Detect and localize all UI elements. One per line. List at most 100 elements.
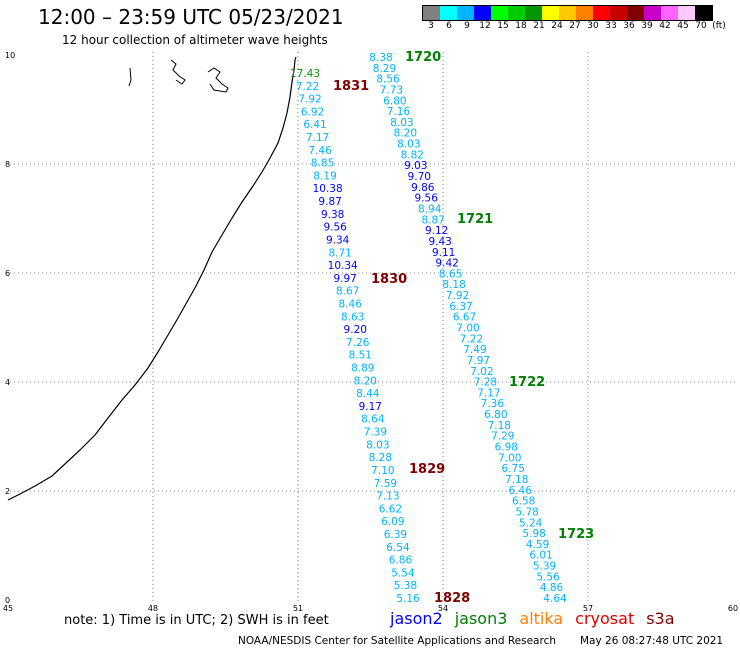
wave-height-value: 7.59: [374, 478, 397, 490]
y-tick-label: 8: [5, 160, 10, 169]
wave-height-value: 8.19: [313, 170, 336, 182]
x-tick-label: 45: [3, 604, 13, 613]
wave-height-value: 5.38: [394, 580, 417, 592]
altimeter-tracks: 17.437.227.926.926.417.177.468.858.1910.…: [290, 52, 567, 605]
wave-height-value: 7.02: [470, 366, 493, 378]
islands: [128, 59, 229, 93]
legend-swatch: [525, 6, 542, 20]
wave-height-value: 5.24: [519, 517, 543, 529]
y-tick-label: 10: [5, 51, 15, 60]
legend-label: 15: [497, 21, 509, 31]
wave-height-value: 4.59: [526, 539, 549, 551]
legend-label: 18: [515, 21, 527, 31]
wave-height-value: 4.64: [543, 593, 567, 605]
legend-label: 39: [641, 21, 653, 31]
orbit-label: 1720: [405, 50, 441, 65]
wave-height-value: 5.98: [522, 528, 545, 540]
orbit-label: 1830: [371, 272, 407, 287]
wave-height-value: 6.01: [529, 550, 552, 562]
wave-height-value: 9.38: [321, 209, 344, 221]
wave-height-value: 7.49: [463, 344, 486, 356]
legend-swatch: [593, 6, 610, 20]
wave-height-value: 8.64: [361, 414, 385, 426]
wave-height-value: 8.67: [336, 286, 359, 298]
wave-height-value: 9.87: [318, 196, 341, 208]
wave-height-value: 8.03: [366, 439, 389, 451]
map-title: 12:00 – 23:59 UTC 05/23/2021: [38, 5, 344, 29]
wave-height-value: 10.34: [328, 260, 358, 272]
wave-height-value: 9.03: [404, 160, 427, 172]
wave-height-value: 8.03: [397, 139, 420, 151]
wave-height-value: 7.46: [308, 145, 332, 157]
wave-height-value: 7.17: [477, 387, 500, 399]
y-tick-label: 4: [5, 378, 10, 387]
satellite-name: jason3: [454, 609, 508, 628]
wave-height-value: 9.12: [425, 225, 448, 237]
wave-height-value: 5.54: [391, 567, 415, 579]
legend-label: 70: [695, 21, 707, 31]
legend-labels: 3 6 9 12 15 18 21 24 27 30 33 36 39 42 45 70 (ft): [422, 21, 728, 31]
wave-height-value: 8.71: [328, 247, 351, 259]
wave-height-value: 8.20: [354, 375, 377, 387]
wave-height-value: 7.00: [498, 452, 521, 464]
legend-swatch: [610, 6, 627, 20]
wave-height-value: 7.73: [380, 84, 403, 96]
satellite-name: cryosat: [575, 609, 635, 628]
wave-height-value: 9.20: [344, 324, 367, 336]
wave-height-value: 6.39: [384, 529, 407, 541]
satellite-name: jason2: [390, 609, 443, 628]
wave-height-value: 9.86: [411, 182, 435, 194]
legend-label: 30: [587, 21, 599, 31]
legend-swatch: [644, 6, 661, 20]
map-note: note: 1) Time is in UTC; 2) SWH is in fe…: [64, 613, 329, 628]
wave-height-value: 8.65: [439, 268, 462, 280]
wave-height-value: 10.38: [313, 183, 343, 195]
wave-height-value: 9.70: [408, 171, 431, 183]
wave-height-value: 8.28: [369, 452, 392, 464]
wave-height-value: 9.42: [435, 258, 458, 270]
wave-height-value: 7.39: [364, 427, 387, 439]
wave-height-value: 8.18: [442, 279, 465, 291]
legend-label: 27: [569, 21, 581, 31]
wave-height-value: 6.54: [386, 542, 410, 554]
orbit-time-labels: 1720 1831 1721 1830 1722 1829 1723 1828: [333, 50, 594, 606]
wave-height-value: 6.58: [512, 496, 535, 508]
wave-height-value: 6.92: [301, 106, 324, 118]
wave-height-value: 8.94: [418, 203, 442, 215]
axis-ticks: 45 48 51 54 57 60 0 2 4 6 8 10: [3, 51, 738, 613]
color-legend: [422, 5, 713, 21]
satellite-name: s3a: [646, 609, 675, 628]
x-tick-label: 54: [438, 604, 448, 613]
legend-swatch: [542, 6, 559, 20]
legend-label: (ft): [712, 21, 726, 31]
wave-height-value: 7.16: [387, 106, 411, 118]
wave-height-value: 5.78: [515, 506, 538, 518]
wave-height-value: 5.39: [533, 561, 556, 573]
legend-swatch: [491, 6, 508, 20]
wave-height-value: 8.38: [369, 52, 392, 64]
legend-label: 33: [605, 21, 617, 31]
wave-height-value: 6.41: [303, 119, 326, 131]
legend-swatch: [695, 6, 712, 20]
legend-swatch: [423, 6, 440, 20]
wave-height-value: 7.36: [481, 398, 505, 410]
orbit-label: 1721: [457, 212, 493, 227]
legend-label: 42: [659, 21, 671, 31]
wave-height-value: 7.22: [296, 81, 319, 93]
legend-swatch: [627, 6, 644, 20]
y-tick-label: 6: [5, 269, 10, 278]
wave-height-value: 7.29: [491, 431, 514, 443]
wave-height-value: 8.29: [373, 63, 396, 75]
wave-height-value: 6.86: [389, 555, 413, 567]
wave-height-value: 9.97: [333, 273, 356, 285]
wave-height-value: 8.82: [401, 149, 424, 161]
wave-height-value: 5.16: [396, 593, 420, 605]
wave-height-value: 9.17: [359, 401, 382, 413]
legend-swatch: [576, 6, 593, 20]
wave-height-value: 9.11: [432, 247, 455, 259]
wave-height-value: 5.56: [536, 571, 560, 583]
map-subtitle: 12 hour collection of altimeter wave hei…: [62, 33, 328, 47]
wave-height-value: 7.18: [505, 474, 528, 486]
wave-height-value: 8.20: [394, 128, 417, 140]
